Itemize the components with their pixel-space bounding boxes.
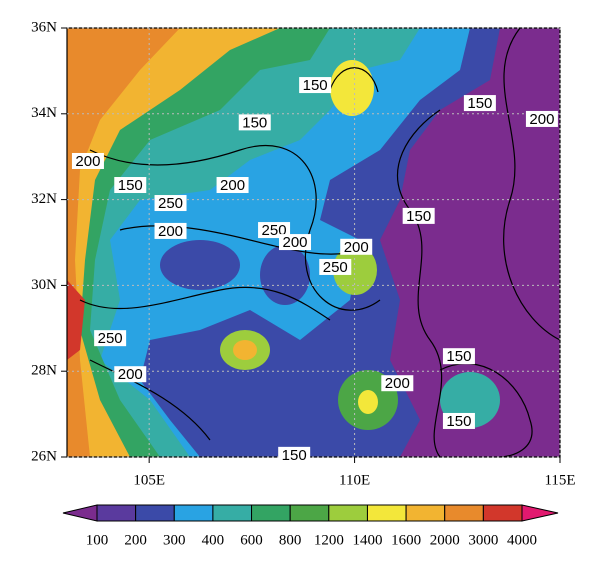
contour-label-box <box>216 177 249 194</box>
contour-label: 150 <box>282 447 307 464</box>
contour-label-box <box>442 348 475 365</box>
colorbar-label: 400 <box>202 532 225 548</box>
x-tick-label: 115E <box>544 472 575 488</box>
colorbar-label: 100 <box>86 532 109 548</box>
colorbar-end <box>521 504 559 522</box>
colorbar-box <box>251 504 291 522</box>
y-tick-label: 28N <box>31 363 57 379</box>
colorbar-label: 1400 <box>352 532 382 548</box>
contour-label: 200 <box>158 223 183 240</box>
colorbar-label: 200 <box>124 532 147 548</box>
contour-label-box <box>278 446 311 463</box>
x-tick-label: 110E <box>339 472 370 488</box>
colorbar-box <box>96 504 137 522</box>
contour-label-box <box>154 222 187 239</box>
contour-label-box <box>114 366 147 383</box>
colorbar-end <box>62 504 98 522</box>
contour-label: 250 <box>98 330 123 347</box>
colorbar-box <box>289 504 330 522</box>
contour-label-box <box>71 152 104 169</box>
contour-label-box <box>114 177 147 194</box>
contour-label-box <box>463 95 496 112</box>
colorbar-label: 800 <box>279 532 302 548</box>
colorbar-label: 1200 <box>314 532 344 548</box>
contour-label-box <box>238 114 271 131</box>
contour-label: 150 <box>118 177 143 194</box>
contour-label-box <box>319 258 352 275</box>
colorbar-label: 600 <box>240 532 263 548</box>
colorbar-box <box>135 504 175 522</box>
contour-label: 200 <box>344 239 369 256</box>
colorbar-label: 2000 <box>430 532 460 548</box>
contour-label-box <box>340 238 373 255</box>
contour-label: 250 <box>323 259 348 276</box>
contour-label: 200 <box>75 153 100 170</box>
colorbar-box <box>405 504 446 522</box>
y-tick-label: 30N <box>31 277 57 293</box>
colorbar-box <box>212 504 253 522</box>
contour-label: 200 <box>385 375 410 392</box>
colorbar-box <box>366 504 407 522</box>
y-tick-label: 32N <box>31 191 57 207</box>
contour-label: 150 <box>303 77 328 94</box>
contour-label: 150 <box>446 348 471 365</box>
contour-label: 200 <box>118 366 143 383</box>
y-tick-label: 34N <box>31 105 57 121</box>
colorbar-box <box>482 504 523 522</box>
colorbar-label: 4000 <box>507 532 537 548</box>
colorbar-box <box>173 504 214 522</box>
colorbar-label: 300 <box>163 532 186 548</box>
contour-label: 200 <box>529 111 554 128</box>
contour-label-box <box>525 110 558 127</box>
colorbar-label: 3000 <box>468 532 498 548</box>
contour-label-box <box>279 234 312 251</box>
contour-label-box <box>94 330 127 347</box>
colorbar-label: 1600 <box>391 532 421 548</box>
contour-label: 150 <box>406 208 431 225</box>
colorbar-box <box>444 504 484 522</box>
contour-label-box <box>381 375 414 392</box>
contour-label: 200 <box>282 234 307 251</box>
contour-label-box <box>154 195 187 212</box>
contour-label: 250 <box>158 195 183 212</box>
y-tick-label: 26N <box>31 448 57 464</box>
contour-label-box <box>442 412 475 429</box>
contour-label-box <box>258 222 291 239</box>
y-tick-label: 36N <box>31 19 57 35</box>
contour-label: 150 <box>446 413 471 430</box>
contour-label-box <box>299 77 332 94</box>
contour-label: 200 <box>220 177 245 194</box>
contour-label: 150 <box>467 95 492 112</box>
colorbar-box <box>328 504 368 522</box>
contour-label-box <box>402 207 435 224</box>
x-tick-label: 105E <box>133 472 165 488</box>
contour-label: 150 <box>242 114 267 131</box>
